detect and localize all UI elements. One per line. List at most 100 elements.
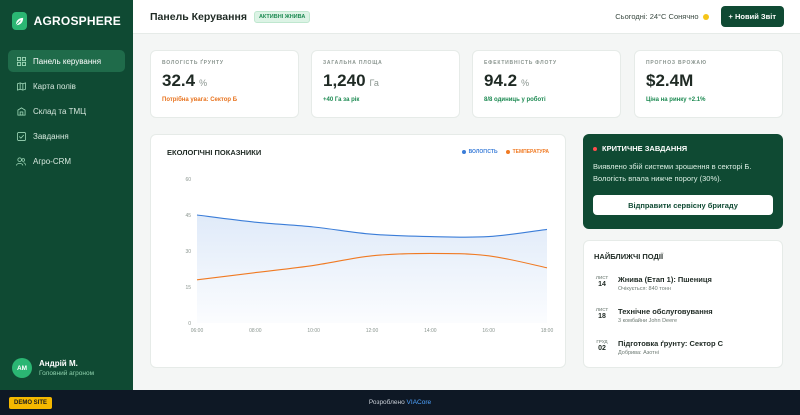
dispatch-service-team-button[interactable]: Відправити сервісну бригаду xyxy=(593,195,773,215)
event-subtitle: 3 комбайни John Deere xyxy=(618,318,678,324)
kpi-value: 94.2 xyxy=(484,71,518,90)
built-by-text: Розроблено VIACore xyxy=(0,399,800,406)
new-report-button[interactable]: + Новий Звіт xyxy=(720,6,784,27)
kpi-value: $2.4M xyxy=(646,71,694,90)
sidebar-item-field-map[interactable]: Карта полів xyxy=(8,75,125,97)
event-day: 18 xyxy=(598,313,606,320)
user-profile[interactable]: АМ Андрій М. Головний агроном xyxy=(12,358,94,378)
sidebar: AGROSPHERE Панель керування Карта полів … xyxy=(0,0,133,390)
temperature-series-line xyxy=(196,252,548,281)
kpi-label: ВОЛОГІСТЬ ҐРУНТУ xyxy=(162,60,224,66)
kpi-note: Ціна на ринку +2.1% xyxy=(646,97,706,103)
sidebar-nav: Панель керування Карта полів Склад та ТМ… xyxy=(0,50,133,172)
critical-task-card: КРИТИЧНЕ ЗАВДАННЯ Виявлено збій системи … xyxy=(583,134,783,229)
event-month: ЛИСТ xyxy=(595,307,609,312)
event-day: 02 xyxy=(598,345,606,352)
event-date: ЛИСТ 14 xyxy=(594,275,610,288)
event-item[interactable]: ЛИСТ 14 Жнива (Етап 1): Пшениця Очікуєть… xyxy=(594,275,712,292)
kpi-note: Потрібна увага: Сектор Б xyxy=(162,97,238,103)
brand-name: AGROSPHERE xyxy=(33,14,121,28)
sidebar-item-tasks[interactable]: Завдання xyxy=(8,125,125,147)
kpi-note: 8/8 одиниць у роботі xyxy=(484,97,546,103)
sidebar-item-label: Склад та ТМЦ xyxy=(33,106,87,116)
weather-text: Сьогодні: 24°C Сонячно xyxy=(615,12,699,21)
moisture-series-line xyxy=(196,214,548,238)
avatar: АМ xyxy=(12,358,32,378)
eco-indicators-panel: 0 15 30 45 60 06:00 08:00 10:00 12:00 14:00 16:00 1… xyxy=(150,134,566,368)
y-tick-label: 0 xyxy=(188,321,191,327)
status-badge: АКТИВНІ ЖНИВА xyxy=(253,10,311,23)
built-by-prefix: Розроблено xyxy=(368,399,405,406)
kpi-card-fleet-efficiency: ЕФЕКТИВНІСТЬ ФЛОТУ 94.2 % 8/8 одиниць у … xyxy=(472,50,621,118)
x-tick-label: 18:00 xyxy=(541,328,554,334)
kpi-label: ПРОГНОЗ ВРОЖАЮ xyxy=(646,60,707,66)
page-title: Панель Керування xyxy=(150,10,247,23)
event-title: Технічне обслуговування xyxy=(618,307,713,316)
dashboard-icon xyxy=(16,56,26,66)
sidebar-item-agro-crm[interactable]: Агро-CRM xyxy=(8,150,125,172)
kpi-card-soil-moisture: ВОЛОГІСТЬ ҐРУНТУ 32.4 % Потрібна увага: … xyxy=(150,50,299,118)
event-title: Підготовка ґрунту: Сектор С xyxy=(618,339,724,348)
sidebar-item-label: Завдання xyxy=(33,131,69,141)
sidebar-item-warehouse[interactable]: Склад та ТМЦ xyxy=(8,100,125,122)
built-by-link[interactable]: VIACore xyxy=(406,399,432,406)
kpi-unit: Га xyxy=(369,78,379,88)
event-item[interactable]: ЛИСТ 18 Технічне обслуговування 3 комбай… xyxy=(594,307,713,324)
x-tick-label: 10:00 xyxy=(307,328,320,334)
kpi-unit: % xyxy=(199,78,208,88)
event-subtitle: Добрива: Азотні xyxy=(618,350,659,356)
sidebar-item-label: Панель керування xyxy=(33,56,102,66)
events-title: НАЙБЛИЖЧІ ПОДІЇ xyxy=(594,252,664,261)
user-role: Головний агроном xyxy=(39,370,95,377)
kpi-card-total-area: ЗАГАЛЬНА ПЛОЩА 1,240 Га +40 Га за рік xyxy=(311,50,460,118)
event-title: Жнива (Етап 1): Пшениця xyxy=(618,275,712,284)
legend-item-temperature[interactable]: ТЕМПЕРАТУРА xyxy=(505,149,549,155)
legend-dot xyxy=(461,150,466,154)
x-tick-label: 12:00 xyxy=(366,328,379,334)
critical-task-description: Виявлено збій системи зрошення в секторі… xyxy=(593,162,752,183)
sidebar-item-label: Карта полів xyxy=(33,81,76,91)
kpi-label: ЗАГАЛЬНА ПЛОЩА xyxy=(323,60,383,66)
kpi-value: 1,240 xyxy=(323,71,366,90)
alert-dot-icon xyxy=(593,146,597,151)
leaf-logo-icon xyxy=(12,12,27,30)
sidebar-item-label: Агро-CRM xyxy=(33,156,72,166)
kpi-label: ЕФЕКТИВНІСТЬ ФЛОТУ xyxy=(484,60,557,66)
checklist-icon xyxy=(16,131,26,141)
legend-label: ТЕМПЕРАТУРА xyxy=(512,149,549,155)
x-tick-label: 08:00 xyxy=(249,328,262,334)
event-month: ГРУД xyxy=(596,339,608,344)
kpi-value: 32.4 xyxy=(162,71,196,90)
y-tick-label: 45 xyxy=(185,213,191,219)
x-tick-label: 06:00 xyxy=(191,328,204,334)
event-day: 14 xyxy=(598,281,606,288)
eco-indicators-chart: 0 15 30 45 60 06:00 08:00 10:00 12:00 14:00 16:00 1… xyxy=(185,177,554,334)
legend-label: ВОЛОГІСТЬ xyxy=(468,149,498,155)
kpi-note: +40 Га за рік xyxy=(323,97,360,103)
kpi-unit: % xyxy=(521,78,530,88)
y-tick-label: 60 xyxy=(185,177,191,183)
demo-footer-bar: DEMO SITE Розроблено VIACore xyxy=(0,390,800,415)
y-tick-label: 15 xyxy=(185,285,191,291)
legend-item-moisture[interactable]: ВОЛОГІСТЬ xyxy=(461,149,498,155)
sidebar-item-dashboard[interactable]: Панель керування xyxy=(8,50,125,72)
event-subtitle: Очікується: 840 тонн xyxy=(618,286,671,292)
x-tick-label: 14:00 xyxy=(424,328,437,334)
event-date: ГРУД 02 xyxy=(594,339,610,352)
user-name: Андрій М. xyxy=(39,359,78,368)
map-icon xyxy=(16,81,26,91)
event-month: ЛИСТ xyxy=(595,275,609,280)
legend-dot xyxy=(505,150,510,154)
brand[interactable]: AGROSPHERE xyxy=(0,0,133,42)
people-icon xyxy=(16,156,26,166)
critical-task-title: КРИТИЧНЕ ЗАВДАННЯ xyxy=(593,144,773,153)
critical-title-text: КРИТИЧНЕ ЗАВДАННЯ xyxy=(602,144,688,153)
upcoming-events-card: НАЙБЛИЖЧІ ПОДІЇ ЛИСТ 14 Жнива (Етап 1): … xyxy=(583,240,783,368)
chart-legend: ВОЛОГІСТЬ ТЕМПЕРАТУРА xyxy=(461,149,549,155)
sun-icon xyxy=(702,13,709,20)
moisture-area-fill xyxy=(197,215,547,323)
warehouse-icon xyxy=(16,106,26,116)
event-item[interactable]: ГРУД 02 Підготовка ґрунту: Сектор С Добр… xyxy=(594,339,723,356)
top-header: Панель Керування АКТИВНІ ЖНИВА Сьогодні:… xyxy=(133,0,800,34)
demo-site-badge: DEMO SITE xyxy=(9,396,53,409)
